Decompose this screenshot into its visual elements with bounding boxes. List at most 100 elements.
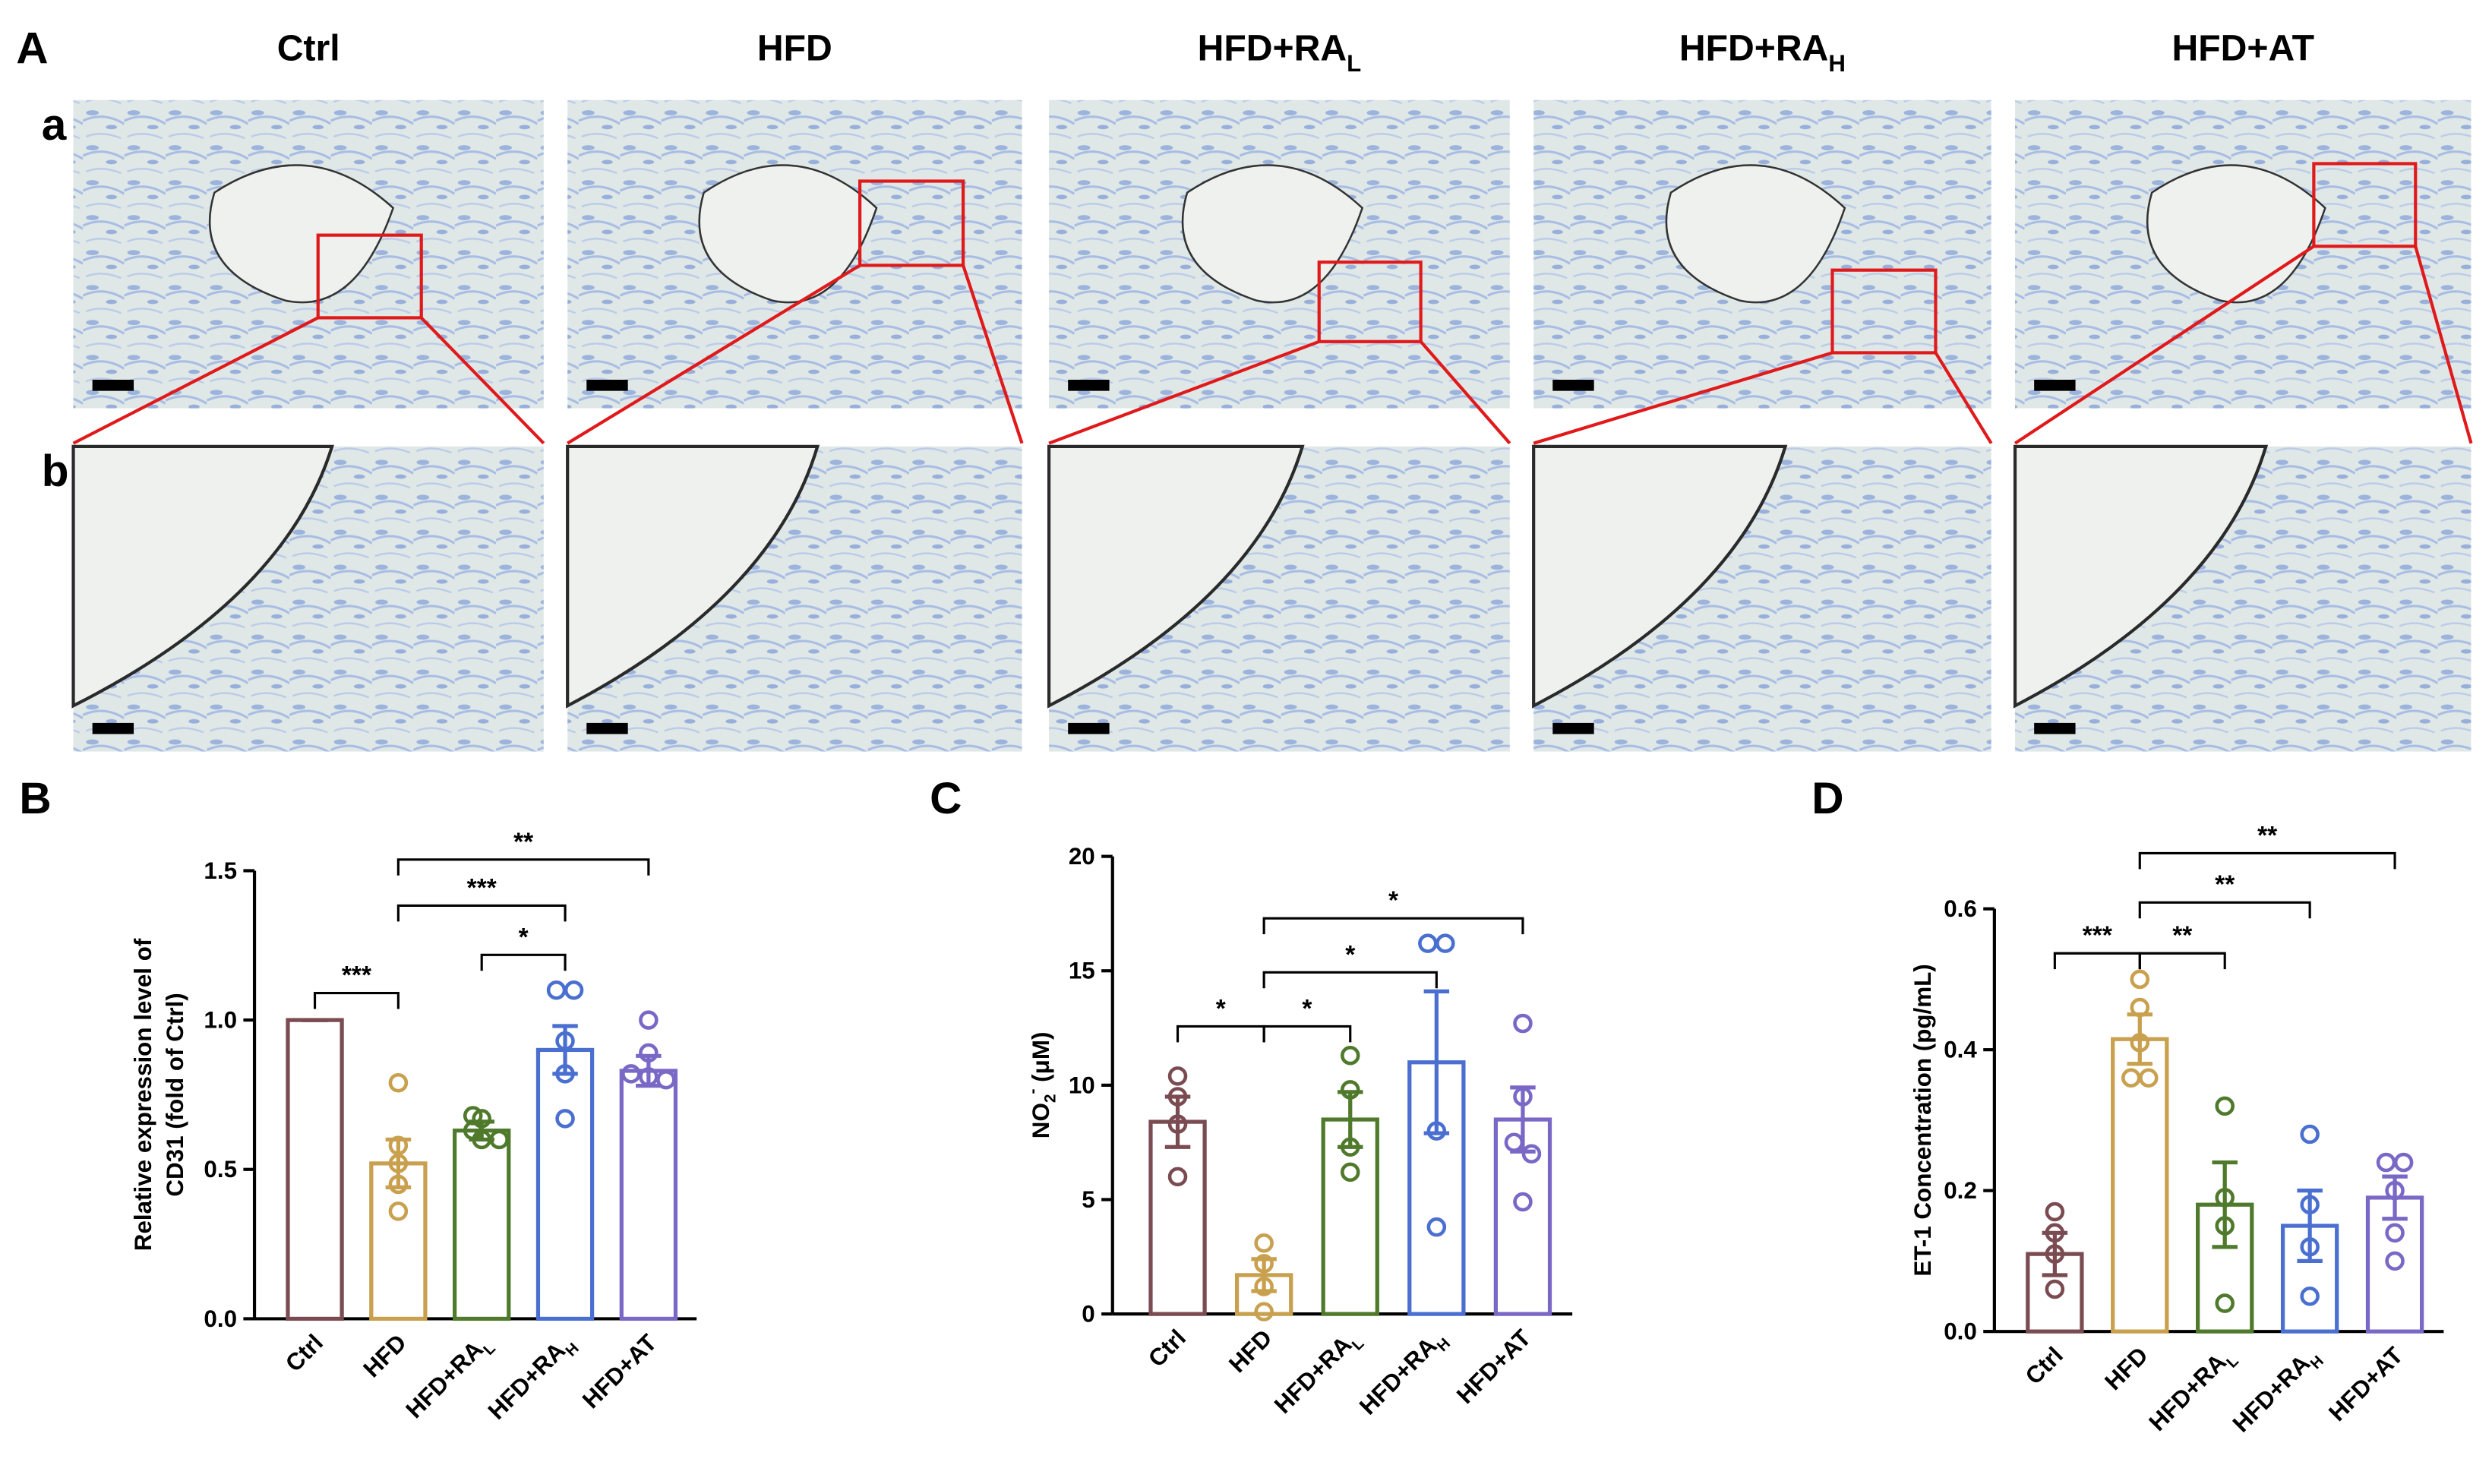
significance-bracket: [2138, 952, 2226, 970]
y-tick-label: 0: [1082, 1301, 1094, 1328]
scale-bar: [1068, 380, 1110, 391]
bar: [535, 1047, 595, 1321]
significance-bracket: [2138, 901, 2311, 919]
zoom-line: [1934, 352, 1993, 444]
zoom-box: [316, 233, 423, 320]
data-point: [1418, 933, 1438, 953]
data-point: [2376, 1152, 2396, 1173]
data-point: [555, 1064, 575, 1084]
x-tick-label: Ctrl: [280, 1329, 328, 1377]
data-point: [1340, 1162, 1360, 1182]
lumen: [1047, 444, 1305, 709]
data-point: [639, 1067, 659, 1087]
zoom-line: [1420, 340, 1511, 445]
data-point: [2215, 1096, 2235, 1116]
data-point: [1340, 1045, 1360, 1066]
data-point: [2300, 1287, 2320, 1306]
data-point: [2215, 1216, 2235, 1236]
bar: [619, 1069, 678, 1321]
x-tick-label-main: HFD+RA: [1269, 1331, 1357, 1419]
x-tick-label-main: HFD+RA: [1354, 1332, 1442, 1419]
significance-label: ***: [342, 961, 371, 990]
column-header: HFD+RAL: [1198, 27, 1362, 76]
y-axis-label: ET-1 Concentration (pg/mL): [1909, 964, 1936, 1276]
x-tick-label-main: HFD: [358, 1329, 412, 1382]
panel-label: C: [930, 774, 962, 823]
zoom-box: [1317, 260, 1423, 343]
data-point: [2215, 1293, 2235, 1313]
significance-label: **: [2257, 822, 2277, 850]
data-point: [1426, 1121, 1447, 1141]
scale-bar: [92, 722, 134, 734]
data-point: [1167, 1114, 1188, 1134]
data-point: [388, 1072, 409, 1093]
scale-bar: [2034, 722, 2076, 734]
significance-label: *: [1216, 995, 1226, 1023]
data-point: [2300, 1124, 2320, 1145]
y-axis-label: NO2- (μM): [1024, 1032, 1059, 1139]
y-tick-label: 1.5: [204, 857, 237, 884]
charts: B 0.0 0.5 1.0 1.5 Relative expression level o…: [19, 774, 2444, 1438]
x-tick-label: HFD: [2099, 1342, 2152, 1395]
y-tick-label: 0.4: [1944, 1037, 1977, 1063]
x-tick-label: Ctrl: [1143, 1325, 1191, 1372]
data-point: [1436, 933, 1455, 953]
data-point: [2139, 1068, 2159, 1088]
x-tick-label: HFD+RAL: [401, 1329, 499, 1427]
data-point: [1167, 1066, 1188, 1086]
scale-bar: [586, 722, 628, 734]
data-point: [2385, 1180, 2405, 1201]
x-tick-label-main: HFD+AT: [577, 1329, 662, 1413]
row-label: b: [42, 447, 69, 496]
bar: [286, 1018, 344, 1321]
data-point: [1513, 1087, 1533, 1107]
x-tick-label-main: HFD+AT: [2323, 1342, 2408, 1426]
column-header: HFD+AT: [2172, 27, 2315, 68]
significance-bracket: [396, 858, 650, 876]
data-point: [388, 1174, 409, 1195]
data-point: [1254, 1254, 1274, 1274]
y-tick-label: 0.6: [1944, 895, 1977, 922]
column-header: HFD+RAH: [1679, 27, 1846, 76]
lumen: [2013, 444, 2269, 709]
panel-label: D: [1811, 774, 1843, 823]
scale-bar: [1552, 380, 1594, 391]
data-point: [546, 980, 567, 1000]
data-point: [2045, 1244, 2065, 1264]
y-tick-label: 5: [1082, 1186, 1094, 1213]
data-point: [564, 980, 584, 1000]
data-point: [1167, 1087, 1188, 1107]
zoom-line: [72, 316, 319, 445]
y-axis-label: Relative expression level of: [130, 938, 156, 1251]
data-point: [1254, 1277, 1274, 1296]
zoom-box: [2312, 162, 2418, 248]
data-point: [639, 1010, 659, 1030]
x-tick-label: HFD: [358, 1329, 412, 1382]
significance-bracket: [1262, 917, 1524, 935]
data-point: [2130, 1033, 2150, 1053]
data-point: [2045, 1279, 2065, 1299]
scale-bar: [1068, 722, 1110, 734]
data-point: [2300, 1195, 2320, 1214]
panel-label: B: [19, 774, 51, 823]
data-point: [2215, 1188, 2235, 1208]
data-point: [1504, 1132, 1524, 1152]
column-header: HFD: [757, 27, 832, 68]
y-tick-label: 15: [1069, 958, 1095, 984]
error-bar: [2297, 1189, 2323, 1264]
data-point: [2393, 1152, 2414, 1173]
significance-bracket: [2053, 952, 2141, 970]
y-axis-label: CD31 (fold of Ctrl): [162, 993, 188, 1196]
column-header: Ctrl: [277, 27, 340, 68]
scale-bar: [1552, 722, 1594, 734]
bar: [1148, 1119, 1207, 1316]
significance-bracket: [2138, 851, 2396, 870]
y-tick-label: 0.5: [204, 1156, 237, 1182]
x-tick-label: HFD+AT: [1451, 1325, 1536, 1409]
data-point: [1340, 1080, 1360, 1100]
significance-label: ***: [467, 874, 497, 902]
significance-bracket: [313, 991, 400, 1009]
significance-bracket: [480, 953, 567, 971]
column-header-sub: L: [1347, 50, 1361, 77]
